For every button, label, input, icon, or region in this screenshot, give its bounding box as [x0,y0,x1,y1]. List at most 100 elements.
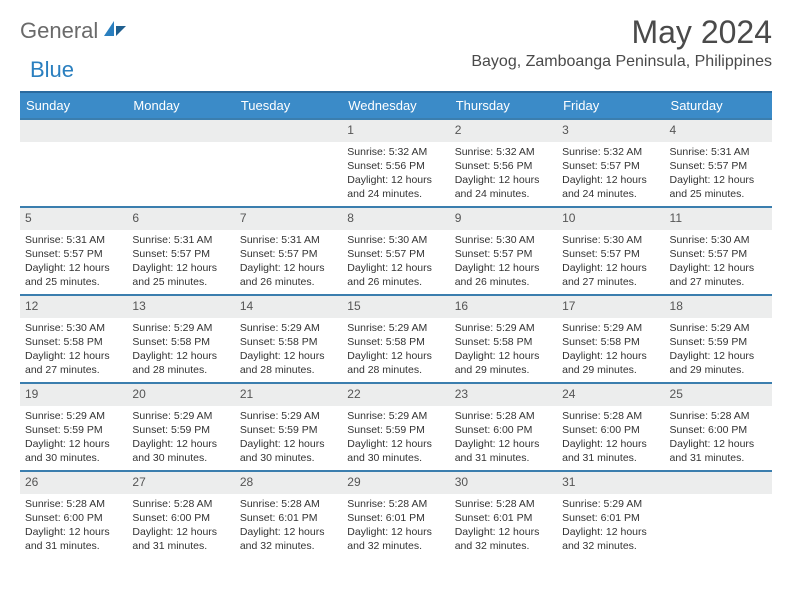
daylight-line1: Daylight: 12 hours [562,437,659,451]
daylight-line2: and 24 minutes. [562,187,659,201]
daylight-line2: and 32 minutes. [562,539,659,553]
brand-logo: General [20,14,130,44]
sunset-text: Sunset: 6:01 PM [240,511,337,525]
daylight-line1: Daylight: 12 hours [562,173,659,187]
day-number: 27 [127,472,234,494]
sunrise-text: Sunrise: 5:28 AM [132,497,229,511]
sunrise-text: Sunrise: 5:30 AM [25,321,122,335]
daylight-line2: and 31 minutes. [25,539,122,553]
daylight-line1: Daylight: 12 hours [562,349,659,363]
day-number: 16 [450,296,557,318]
day-details: Sunrise: 5:31 AMSunset: 5:57 PMDaylight:… [127,230,234,294]
day-details: Sunrise: 5:29 AMSunset: 6:01 PMDaylight:… [557,494,664,558]
sunset-text: Sunset: 6:00 PM [670,423,767,437]
daylight-line2: and 24 minutes. [347,187,444,201]
daylight-line2: and 25 minutes. [25,275,122,289]
sunrise-text: Sunrise: 5:30 AM [347,233,444,247]
day-details: Sunrise: 5:30 AMSunset: 5:57 PMDaylight:… [342,230,449,294]
sunrise-text: Sunrise: 5:29 AM [132,409,229,423]
weekday-header: Saturday [665,93,772,118]
sunrise-text: Sunrise: 5:32 AM [562,145,659,159]
sunrise-text: Sunrise: 5:29 AM [240,409,337,423]
sunrise-text: Sunrise: 5:30 AM [670,233,767,247]
sunset-text: Sunset: 5:58 PM [455,335,552,349]
day-details: Sunrise: 5:30 AMSunset: 5:57 PMDaylight:… [450,230,557,294]
daylight-line2: and 31 minutes. [562,451,659,465]
weekday-header: Wednesday [342,93,449,118]
day-details: Sunrise: 5:28 AMSunset: 6:00 PMDaylight:… [20,494,127,558]
week-row: 12Sunrise: 5:30 AMSunset: 5:58 PMDayligh… [20,294,772,382]
day-number: 25 [665,384,772,406]
day-cell: 1Sunrise: 5:32 AMSunset: 5:56 PMDaylight… [342,120,449,206]
daylight-line2: and 27 minutes. [25,363,122,377]
sunset-text: Sunset: 6:00 PM [25,511,122,525]
sunrise-text: Sunrise: 5:29 AM [562,497,659,511]
sunset-text: Sunset: 5:58 PM [562,335,659,349]
sunset-text: Sunset: 5:58 PM [240,335,337,349]
day-details: Sunrise: 5:28 AMSunset: 6:01 PMDaylight:… [342,494,449,558]
day-cell: 30Sunrise: 5:28 AMSunset: 6:01 PMDayligh… [450,472,557,558]
day-cell: 29Sunrise: 5:28 AMSunset: 6:01 PMDayligh… [342,472,449,558]
sunset-text: Sunset: 5:57 PM [562,247,659,261]
daylight-line2: and 28 minutes. [347,363,444,377]
day-details: Sunrise: 5:31 AMSunset: 5:57 PMDaylight:… [665,142,772,206]
sunset-text: Sunset: 5:58 PM [347,335,444,349]
sunset-text: Sunset: 5:57 PM [240,247,337,261]
day-details: Sunrise: 5:32 AMSunset: 5:57 PMDaylight:… [557,142,664,206]
day-cell: 20Sunrise: 5:29 AMSunset: 5:59 PMDayligh… [127,384,234,470]
location-subtitle: Bayog, Zamboanga Peninsula, Philippines [471,53,772,71]
daylight-line2: and 28 minutes. [132,363,229,377]
empty-day-cell [665,472,772,558]
day-cell: 13Sunrise: 5:29 AMSunset: 5:58 PMDayligh… [127,296,234,382]
daylight-line1: Daylight: 12 hours [347,173,444,187]
month-title: May 2024 [471,14,772,51]
day-number: 4 [665,120,772,142]
weekday-header: Monday [127,93,234,118]
sunset-text: Sunset: 6:01 PM [455,511,552,525]
daylight-line2: and 29 minutes. [562,363,659,377]
day-details: Sunrise: 5:29 AMSunset: 5:59 PMDaylight:… [342,406,449,470]
day-details: Sunrise: 5:28 AMSunset: 6:00 PMDaylight:… [557,406,664,470]
day-details: Sunrise: 5:30 AMSunset: 5:57 PMDaylight:… [557,230,664,294]
sunrise-text: Sunrise: 5:29 AM [347,321,444,335]
day-number: 12 [20,296,127,318]
daylight-line1: Daylight: 12 hours [670,349,767,363]
daylight-line2: and 27 minutes. [562,275,659,289]
daylight-line2: and 32 minutes. [240,539,337,553]
day-cell: 27Sunrise: 5:28 AMSunset: 6:00 PMDayligh… [127,472,234,558]
day-details: Sunrise: 5:28 AMSunset: 6:00 PMDaylight:… [450,406,557,470]
day-number [20,120,127,142]
day-number: 3 [557,120,664,142]
sunset-text: Sunset: 5:57 PM [562,159,659,173]
sunset-text: Sunset: 5:56 PM [347,159,444,173]
day-details: Sunrise: 5:29 AMSunset: 5:58 PMDaylight:… [450,318,557,382]
sunset-text: Sunset: 5:57 PM [670,247,767,261]
day-cell: 31Sunrise: 5:29 AMSunset: 6:01 PMDayligh… [557,472,664,558]
day-number: 23 [450,384,557,406]
daylight-line1: Daylight: 12 hours [670,261,767,275]
daylight-line1: Daylight: 12 hours [455,437,552,451]
daylight-line2: and 29 minutes. [670,363,767,377]
daylight-line2: and 32 minutes. [455,539,552,553]
day-cell: 6Sunrise: 5:31 AMSunset: 5:57 PMDaylight… [127,208,234,294]
day-cell: 4Sunrise: 5:31 AMSunset: 5:57 PMDaylight… [665,120,772,206]
sunset-text: Sunset: 5:57 PM [132,247,229,261]
week-row: 5Sunrise: 5:31 AMSunset: 5:57 PMDaylight… [20,206,772,294]
sunrise-text: Sunrise: 5:28 AM [25,497,122,511]
day-cell: 14Sunrise: 5:29 AMSunset: 5:58 PMDayligh… [235,296,342,382]
brand-text-1: General [20,18,98,44]
sunset-text: Sunset: 5:57 PM [25,247,122,261]
daylight-line1: Daylight: 12 hours [347,261,444,275]
day-details: Sunrise: 5:30 AMSunset: 5:58 PMDaylight:… [20,318,127,382]
daylight-line2: and 31 minutes. [670,451,767,465]
daylight-line2: and 31 minutes. [455,451,552,465]
daylight-line2: and 29 minutes. [455,363,552,377]
daylight-line1: Daylight: 12 hours [455,173,552,187]
day-number: 8 [342,208,449,230]
daylight-line1: Daylight: 12 hours [670,437,767,451]
sunrise-text: Sunrise: 5:28 AM [455,497,552,511]
day-cell: 23Sunrise: 5:28 AMSunset: 6:00 PMDayligh… [450,384,557,470]
daylight-line1: Daylight: 12 hours [240,349,337,363]
sunrise-text: Sunrise: 5:31 AM [670,145,767,159]
day-number [127,120,234,142]
